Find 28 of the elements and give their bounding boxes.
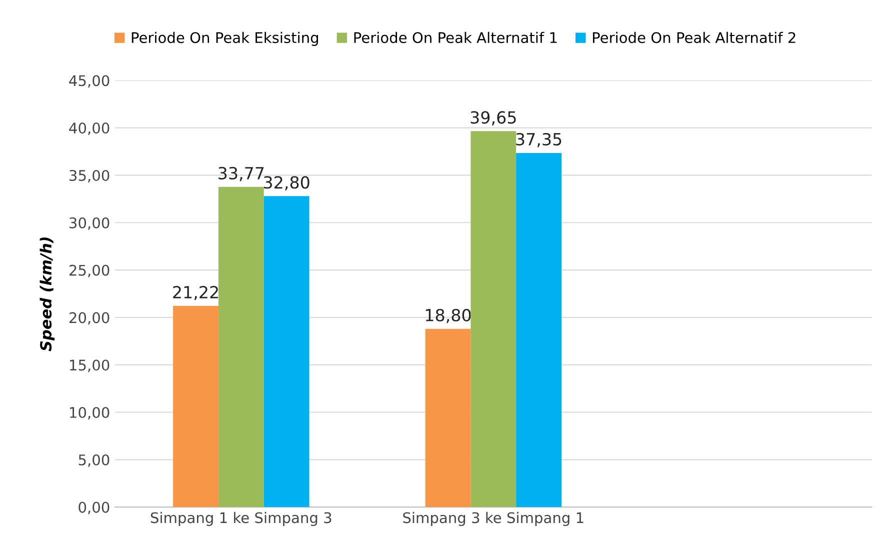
y-tick-label: 15,00 (70, 360, 110, 372)
bar (218, 186, 264, 508)
bar (516, 152, 562, 508)
data-label: 37,35 (516, 132, 562, 148)
y-tick-label: 5,00 (78, 454, 110, 467)
legend-label: Periode On Peak Eksisting (132, 32, 318, 46)
x-tick-label: Simpang 1 ke Simpang 3 (150, 512, 332, 526)
y-tick-label: 20,00 (70, 312, 110, 325)
y-tick-label: 40,00 (69, 122, 110, 136)
bar (264, 196, 310, 508)
legend-label: Periode On Peak Alternatif 2 (592, 32, 796, 44)
y-tick-label: 10,00 (70, 406, 110, 420)
y-axis-title: Speed (km/h) (40, 237, 55, 352)
y-tick-label: 35,00 (70, 170, 110, 182)
data-label: 18,80 (426, 308, 471, 324)
y-tick-label: 30,00 (70, 217, 110, 230)
y-tick-label: 0,00 (78, 502, 110, 514)
bar (470, 131, 516, 508)
legend-label: Periode On Peak Alternatif 1 (354, 32, 557, 44)
data-label: 32,80 (264, 176, 310, 190)
x-tick-label: Simpang 3 ke Simpang 1 (403, 512, 584, 526)
y-tick-label: 45,00 (69, 75, 110, 88)
bar (425, 328, 471, 508)
bar (173, 306, 218, 508)
data-label: 39,65 (470, 111, 516, 126)
data-label: 21,22 (173, 286, 218, 300)
y-tick-label: 25,00 (70, 264, 110, 278)
data-label: 33,77 (218, 166, 264, 182)
